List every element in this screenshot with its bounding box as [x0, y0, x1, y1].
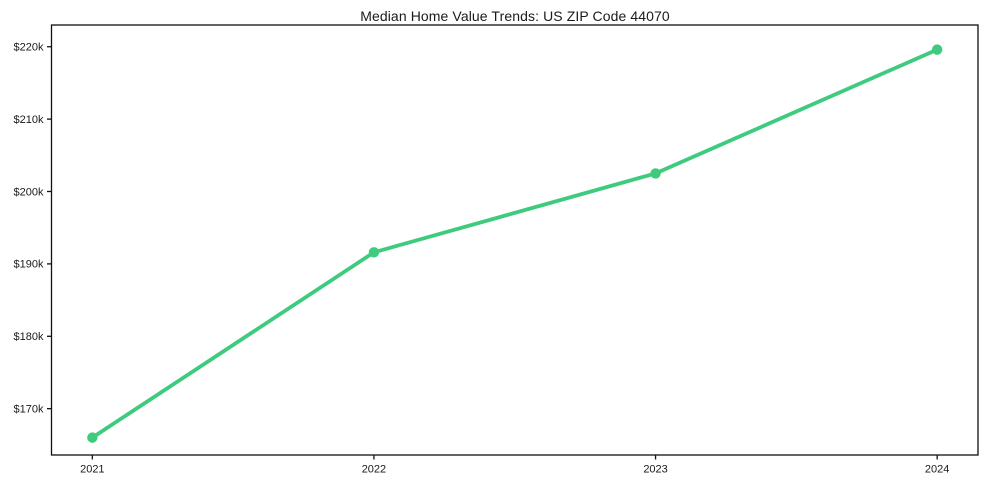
- y-tick-label: $200k: [14, 186, 44, 198]
- data-point-marker: [650, 168, 661, 179]
- y-tick-label: $210k: [14, 114, 44, 126]
- data-point-marker: [931, 44, 943, 55]
- chart-title: Median Home Value Trends: US ZIP Code 44…: [360, 8, 670, 24]
- x-tick-label: 2023: [643, 464, 667, 476]
- plot-frame: [50, 24, 979, 456]
- y-tick-label: $180k: [14, 331, 44, 343]
- y-tick-label: $170k: [14, 404, 44, 416]
- y-tick-label: $190k: [14, 259, 44, 271]
- y-tick-label: $220k: [14, 42, 44, 54]
- data-point-marker: [368, 247, 380, 258]
- data-point-marker: [87, 432, 98, 443]
- trend-line: [90, 47, 940, 440]
- x-tick-label: 2021: [80, 464, 104, 476]
- x-tick-label: 2024: [925, 464, 949, 476]
- x-tick-label: 2022: [362, 464, 386, 476]
